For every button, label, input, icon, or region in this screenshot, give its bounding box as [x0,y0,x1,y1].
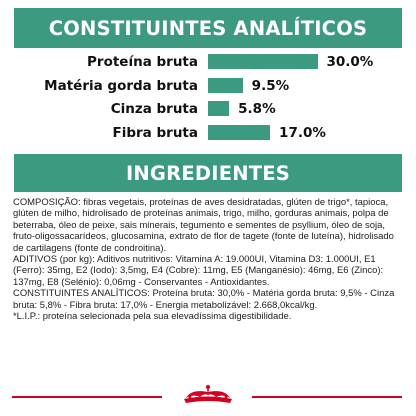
royal-crown-icon [184,385,232,403]
analytic-row-bar [208,101,230,116]
analytic-row: Proteína bruta 30.0% [0,51,416,73]
analytic-row: Matéria gorda bruta 9.5% [0,75,416,97]
analytic-row-value: 5.8% [238,101,276,117]
footer-line-right [252,396,402,398]
analytic-row-bar [208,54,318,69]
footer-line-left [12,396,162,398]
analytic-row-label: Matéria gorda bruta [44,77,198,94]
analytic-row-value: 17.0% [279,124,326,141]
ingredients-banner: INGREDIENTES [14,154,402,192]
ingredients-title: INGREDIENTES [125,161,291,185]
analytic-row-label: Cinza bruta [110,101,198,117]
analytic-row-bar [208,124,271,140]
analytic-banner: CONSTITUINTES ANALÍTICOS [14,8,402,48]
analytic-row-label: Proteína bruta [87,54,198,70]
analytic-row: Cinza bruta 5.8% [0,98,416,120]
analytic-row-bar [208,77,243,93]
ingredients-text: COMPOSIÇÃO: fibras vegetais, proteínas d… [13,197,395,323]
analytic-title: CONSTITUINTES ANALÍTICOS [48,16,368,40]
analytic-row-label: Fibra bruta [112,124,198,141]
analytic-row: Fibra bruta 17.0% [0,122,416,144]
analytic-row-value: 9.5% [251,77,290,94]
analytic-row-value: 30.0% [326,54,374,70]
